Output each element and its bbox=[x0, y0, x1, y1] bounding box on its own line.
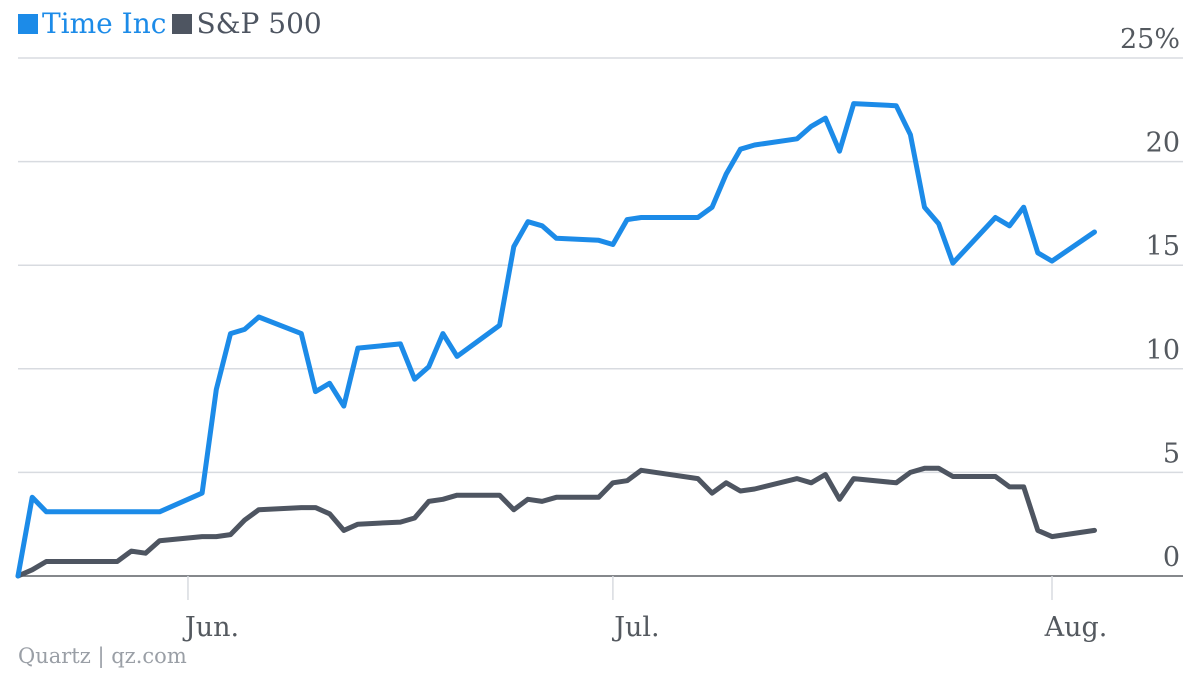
x-tick-label-jul: Jul. bbox=[611, 612, 659, 643]
legend: Time Inc S&P 500 bbox=[18, 6, 328, 42]
legend-label-time-inc: Time Inc bbox=[42, 7, 167, 40]
series-line-time-inc bbox=[15, 101, 1097, 579]
x-tick-label-aug: Aug. bbox=[1044, 612, 1108, 643]
x-tick-labels: Jun. Jul. Aug. bbox=[182, 612, 1108, 643]
x-axis bbox=[18, 575, 1183, 600]
y-tick-label-15: 15 bbox=[1146, 231, 1180, 262]
y-tick-labels: 25% 20 15 10 5 0 bbox=[1120, 24, 1180, 573]
y-tick-label-10: 10 bbox=[1146, 335, 1180, 366]
y-tick-label-0: 0 bbox=[1163, 542, 1180, 573]
series-line-s-p-500 bbox=[15, 465, 1097, 579]
gridlines bbox=[18, 57, 1183, 474]
legend-label-sp500: S&P 500 bbox=[196, 7, 322, 40]
legend-item-sp500: S&P 500 bbox=[172, 6, 322, 42]
y-tick-label-20: 20 bbox=[1146, 128, 1180, 159]
series-lines bbox=[15, 101, 1097, 579]
legend-swatch-time-inc bbox=[18, 14, 38, 34]
legend-swatch-sp500 bbox=[172, 14, 193, 34]
y-tick-label-25: 25% bbox=[1120, 24, 1180, 55]
y-tick-label-5: 5 bbox=[1163, 438, 1180, 469]
x-tick-label-jun: Jun. bbox=[182, 612, 239, 643]
source-credit: Quartz | qz.com bbox=[18, 644, 187, 668]
legend-item-time-inc: Time Inc bbox=[18, 6, 166, 42]
